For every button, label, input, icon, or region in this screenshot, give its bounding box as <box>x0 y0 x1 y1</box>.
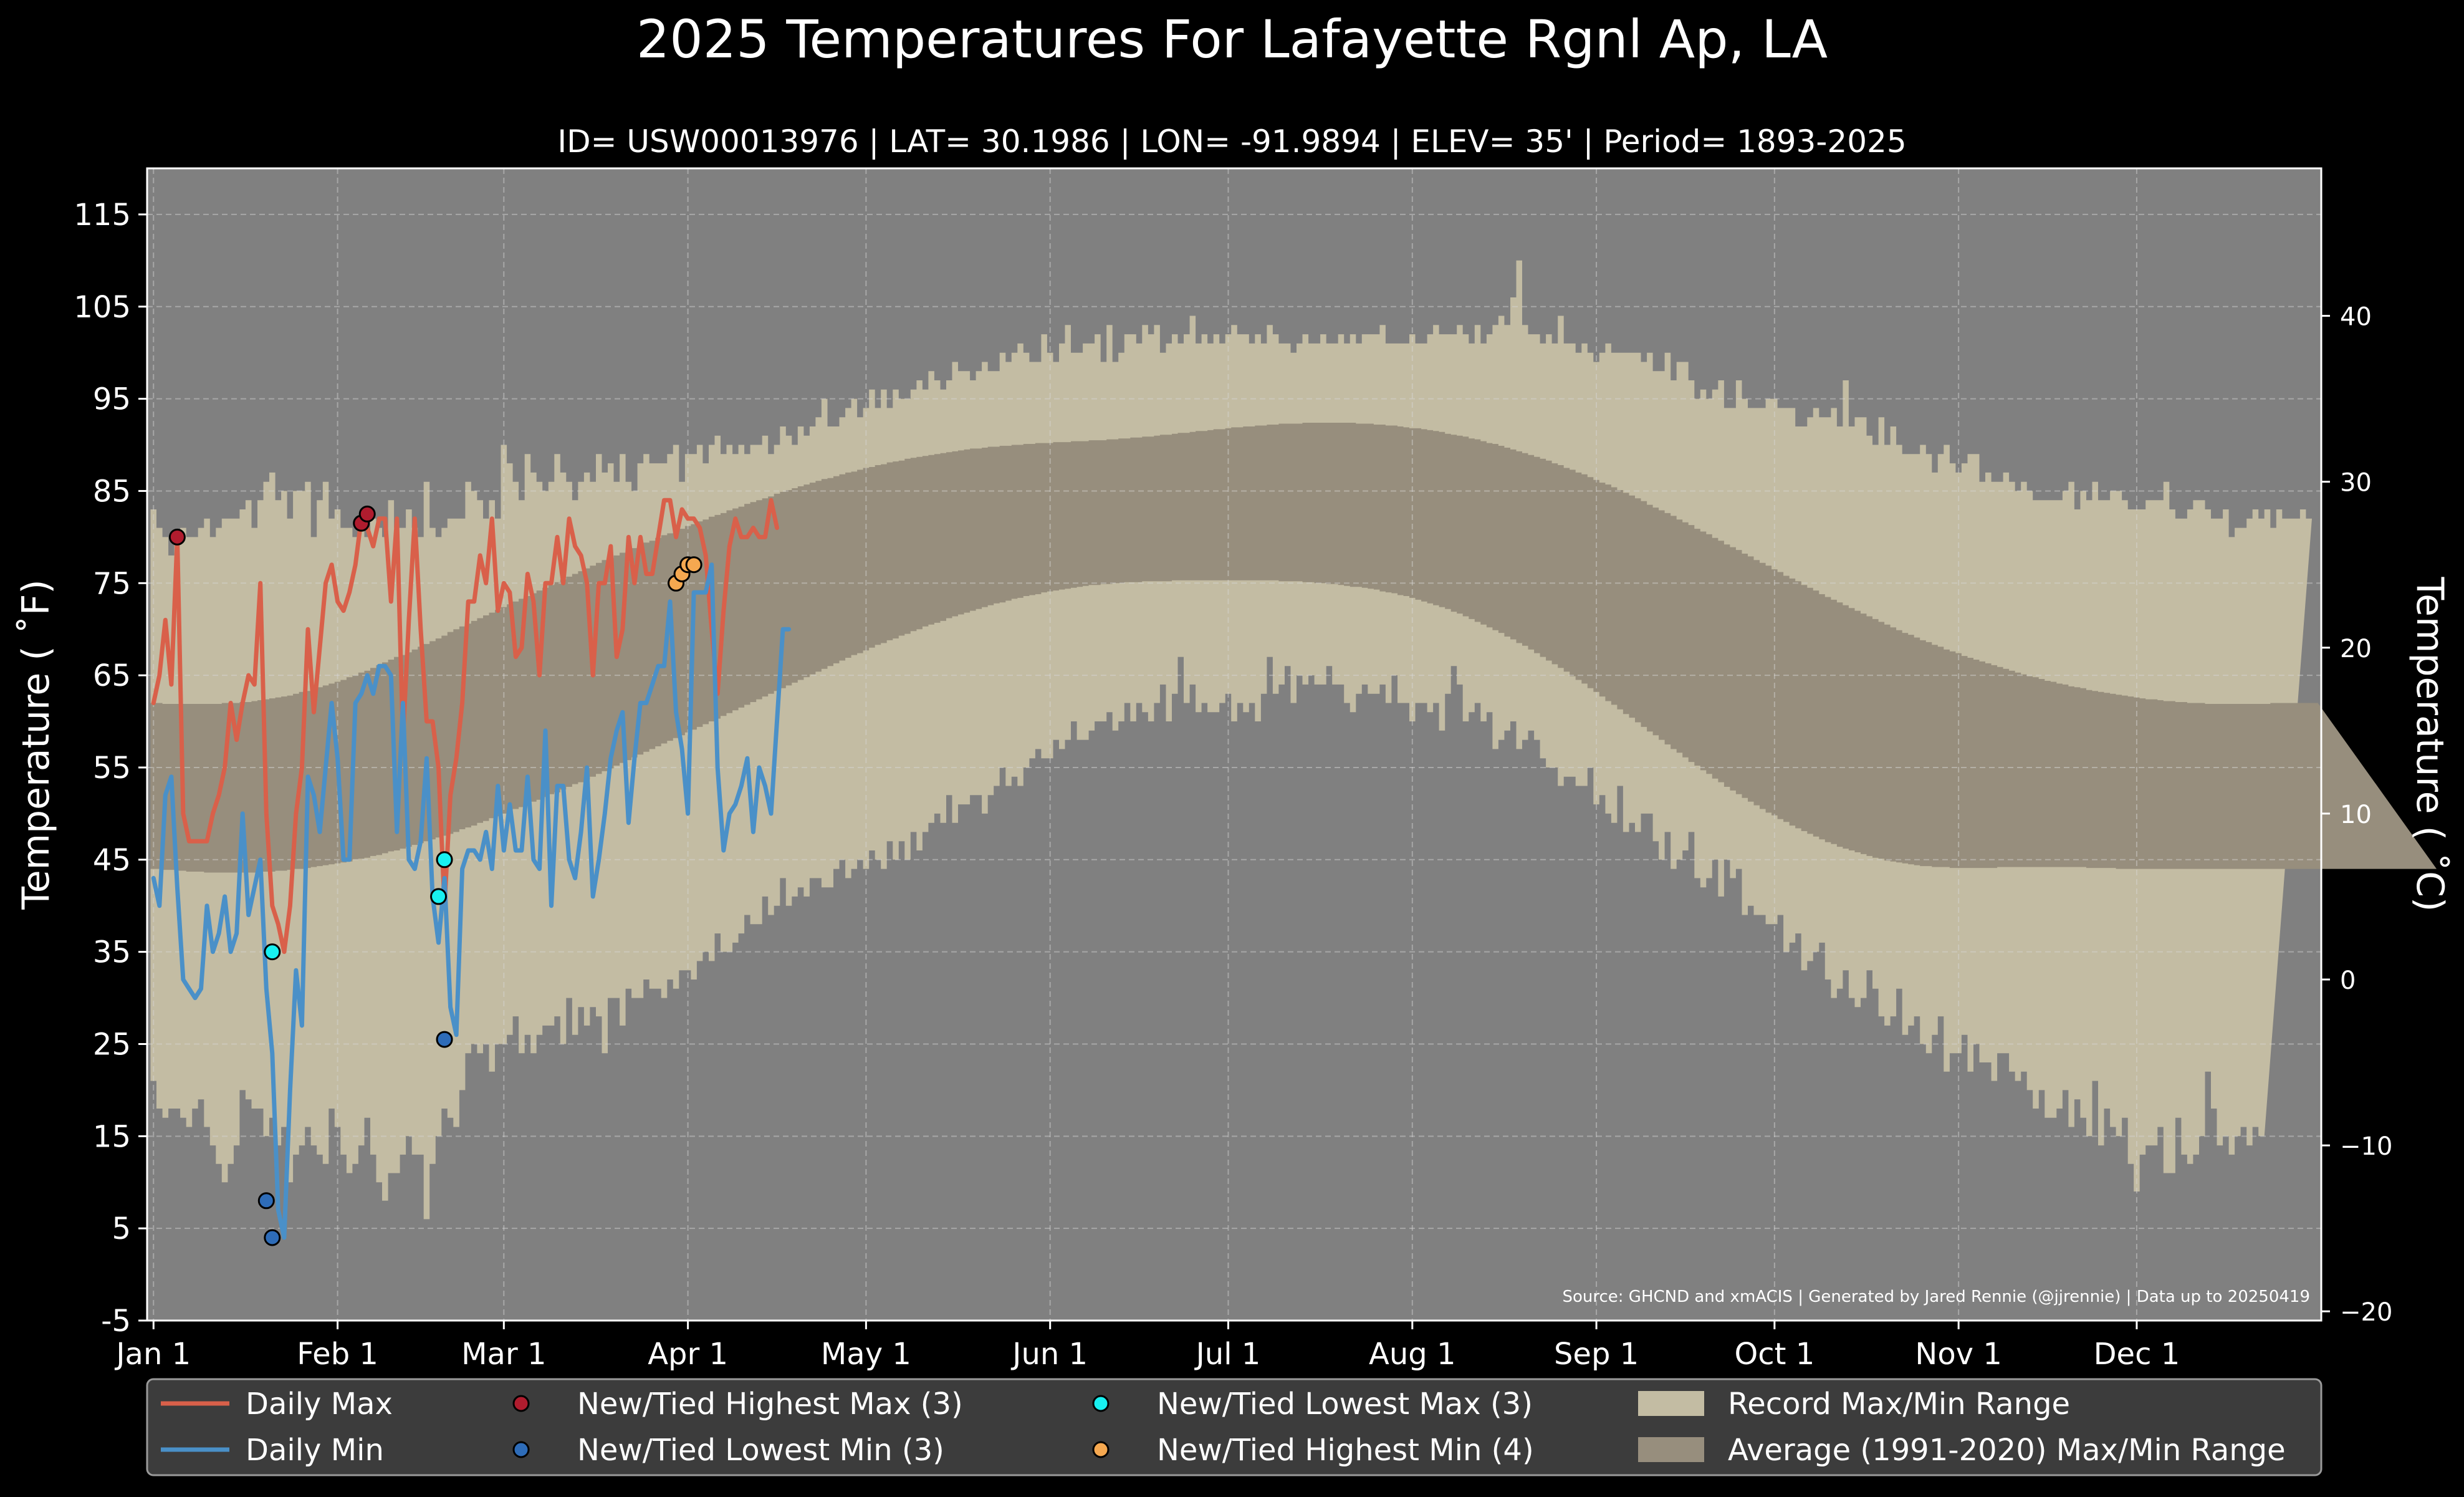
lowest-min-marker <box>436 1031 453 1048</box>
x-tick-label: Jan 1 <box>114 1337 191 1372</box>
y-tick-label-left: 25 <box>93 1027 131 1062</box>
average-range-band <box>150 423 2437 873</box>
x-tick-label: Oct 1 <box>1734 1337 1814 1372</box>
lowest-max-marker <box>436 851 453 869</box>
x-tick-label: Feb 1 <box>297 1337 378 1372</box>
y-tick-label-left: 65 <box>93 658 131 693</box>
y-axis-title-right: Temperature ( ˚C) <box>2408 577 2452 912</box>
plot-frame <box>146 167 2323 1322</box>
daily-max-line <box>151 498 779 955</box>
legend-label-daily-max: Daily Max <box>246 1387 393 1422</box>
plot-area: Source: GHCND and xmACIS | Generated by … <box>147 168 2437 1321</box>
y-tick-label-left: -5 <box>101 1304 131 1339</box>
legend-marker-highest-min <box>1092 1441 1110 1458</box>
lowest-min-marker <box>264 1229 281 1246</box>
y-tick-label-right: −10 <box>2340 1132 2392 1161</box>
x-tick-label: May 1 <box>821 1337 911 1372</box>
legend-label-record-range: Record Max/Min Range <box>1728 1387 2070 1422</box>
y-tick-label-left: 115 <box>74 198 131 233</box>
legend-marker-lowest-max <box>1092 1395 1110 1412</box>
axes: 115 105 95 85 75 65 55 45 35 25 15 5 -5 40 30 20 10 0 −10 −… <box>14 167 2452 1372</box>
y-tick-label-left: 95 <box>93 382 131 417</box>
legend-box <box>146 1378 2323 1476</box>
y-tick-label-right: 20 <box>2340 635 2372 663</box>
y-tick-label-right: 30 <box>2340 469 2372 498</box>
legend-label-daily-min: Daily Min <box>246 1433 384 1468</box>
x-tick-label: Sep 1 <box>1554 1337 1639 1372</box>
legend-label-average-range: Average (1991-2020) Max/Min Range <box>1728 1433 2286 1468</box>
highest-max-marker <box>358 505 376 522</box>
highest-min-marker <box>685 556 702 574</box>
x-tick-label: Nov 1 <box>1915 1337 2001 1372</box>
y-tick-label-right: 40 <box>2340 303 2372 332</box>
x-tick-label: Jul 1 <box>1194 1337 1261 1372</box>
x-tick-label: Apr 1 <box>648 1337 728 1372</box>
legend-swatch-record-range <box>1638 1391 1704 1416</box>
lowest-min-marker <box>257 1192 275 1210</box>
legend-label-lowest-max: New/Tied Lowest Max (3) <box>1157 1387 1533 1422</box>
chart-subtitle: ID= USW00013976 | LAT= 30.1986 | LON= -9… <box>557 123 1907 160</box>
legend-swatch-average-range <box>1638 1437 1704 1462</box>
x-tick-label: Jun 1 <box>1010 1337 1088 1372</box>
y-axis-title-left: Temperature ( ˚F) <box>14 579 58 910</box>
y-tick-label-left: 75 <box>93 566 131 601</box>
y-tick-label-left: 35 <box>93 935 131 970</box>
record-range-bars <box>150 260 2312 1220</box>
legend: Daily Max Daily Min New/Tied Highest Max (… <box>146 1378 2323 1476</box>
y-tick-label-left: 85 <box>93 474 131 509</box>
y-tick-label-right: −20 <box>2340 1298 2392 1327</box>
y-tick-label-right: 10 <box>2340 801 2372 829</box>
chart-title: 2025 Temperatures For Lafayette Rgnl Ap,… <box>636 9 1828 70</box>
legend-marker-lowest-min <box>512 1441 530 1458</box>
y-tick-label-left: 5 <box>112 1211 131 1246</box>
x-tick-label: Dec 1 <box>2094 1337 2180 1372</box>
y-tick-label-left: 105 <box>74 290 131 325</box>
lowest-max-marker <box>430 888 448 905</box>
legend-label-highest-max: New/Tied Highest Max (3) <box>577 1387 963 1422</box>
y-tick-label-left: 15 <box>93 1119 131 1154</box>
y-tick-label-right: 0 <box>2340 966 2356 995</box>
highest-max-marker <box>168 528 186 546</box>
x-tick-label: Mar 1 <box>461 1337 546 1372</box>
legend-label-highest-min: New/Tied Highest Min (4) <box>1157 1433 1534 1468</box>
y-tick-label-left: 55 <box>93 751 131 786</box>
legend-label-lowest-min: New/Tied Lowest Min (3) <box>577 1433 944 1468</box>
source-note: Source: GHCND and xmACIS | Generated by … <box>1562 1288 2310 1306</box>
daily-min-line <box>151 562 792 1240</box>
x-tick-label: Aug 1 <box>1369 1337 1456 1372</box>
y-tick-label-left: 45 <box>93 843 131 878</box>
lowest-max-marker <box>264 943 281 961</box>
legend-marker-highest-max <box>512 1395 530 1412</box>
